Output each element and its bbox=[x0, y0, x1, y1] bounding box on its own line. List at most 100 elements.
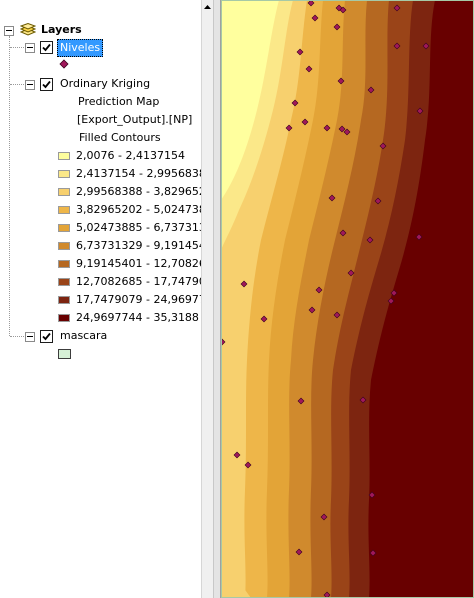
sample-point bbox=[320, 513, 328, 521]
sample-point bbox=[369, 549, 377, 557]
sample-point bbox=[301, 118, 309, 126]
sample-point bbox=[347, 269, 355, 277]
collapse-icon[interactable] bbox=[25, 43, 35, 53]
legend-swatch bbox=[58, 170, 70, 178]
sample-point bbox=[233, 451, 241, 459]
sample-points bbox=[221, 0, 430, 598]
point-symbol-icon bbox=[58, 58, 74, 70]
layers-root-label: Layers bbox=[41, 23, 82, 36]
legend-swatch bbox=[58, 278, 70, 286]
sample-point bbox=[416, 107, 424, 115]
sample-point bbox=[333, 23, 341, 31]
sample-point bbox=[387, 297, 395, 305]
legend-swatch bbox=[58, 314, 70, 322]
sample-point bbox=[368, 491, 376, 499]
layer-row-mascara[interactable]: mascara bbox=[0, 328, 200, 344]
sample-point bbox=[333, 311, 341, 319]
layer-row-ordinary-kriging[interactable]: Ordinary Kriging bbox=[0, 76, 200, 92]
legend-label: 5,02473885 - 6,73731329 bbox=[76, 221, 209, 234]
sample-point bbox=[307, 0, 315, 7]
kriging-contour-map[interactable] bbox=[221, 0, 474, 598]
layer-name-mascara[interactable]: mascara bbox=[60, 329, 108, 342]
legend-label: 2,0076 - 2,4137154 bbox=[76, 149, 185, 162]
sample-point bbox=[315, 286, 323, 294]
toc-root-row[interactable]: Layers bbox=[0, 22, 200, 38]
layer-row-niveles[interactable]: Niveles bbox=[0, 39, 200, 57]
kriging-sublabel-source: [Export_Output].[NP] bbox=[77, 113, 193, 126]
legend-entry: 6,73731329 - 9,19145401 bbox=[58, 238, 209, 254]
legend-entry: 5,02473885 - 6,73731329 bbox=[58, 220, 209, 236]
sample-point bbox=[291, 99, 299, 107]
tree-line bbox=[10, 336, 26, 337]
layers-icon bbox=[19, 22, 37, 42]
sample-point bbox=[297, 397, 305, 405]
collapse-icon[interactable] bbox=[25, 80, 35, 90]
legend-entry: 3,82965202 - 5,02473885 bbox=[58, 202, 209, 218]
sample-point bbox=[393, 4, 401, 12]
collapse-icon[interactable] bbox=[4, 26, 14, 36]
sample-point bbox=[339, 6, 347, 14]
tree-line bbox=[10, 47, 26, 48]
sample-point bbox=[240, 280, 248, 288]
mascara-symbol bbox=[58, 346, 74, 362]
sample-point bbox=[415, 233, 423, 241]
sample-point bbox=[328, 194, 336, 202]
sample-point bbox=[338, 125, 346, 133]
sample-point bbox=[359, 396, 367, 404]
layer-name-niveles[interactable]: Niveles bbox=[57, 39, 104, 57]
sample-point bbox=[285, 124, 293, 132]
tree-line bbox=[9, 36, 10, 336]
legend-label: 24,9697744 - 35,3188 bbox=[76, 311, 199, 324]
legend-swatch bbox=[58, 296, 70, 304]
legend-entry: 17,7479079 - 24,9697744 bbox=[58, 292, 209, 308]
legend-swatch bbox=[58, 242, 70, 250]
kriging-sublabel-renderer: Filled Contours bbox=[79, 131, 161, 144]
polygon-swatch bbox=[58, 349, 71, 359]
collapse-icon[interactable] bbox=[25, 332, 35, 342]
layer-visibility-checkbox[interactable] bbox=[40, 330, 53, 343]
legend-entry: 9,19145401 - 12,7082685 bbox=[58, 256, 209, 272]
legend-label: 12,7082685 - 17,7479079 bbox=[76, 275, 209, 288]
legend-label: 3,82965202 - 5,02473885 bbox=[76, 203, 209, 216]
scroll-up-arrow-icon[interactable] bbox=[202, 0, 213, 14]
sample-point bbox=[367, 86, 375, 94]
legend-swatch bbox=[58, 224, 70, 232]
sample-point bbox=[295, 548, 303, 556]
legend-swatch bbox=[58, 152, 70, 160]
legend-label: 17,7479079 - 24,9697744 bbox=[76, 293, 209, 306]
panel-splitter[interactable] bbox=[213, 0, 221, 598]
legend-label: 6,73731329 - 9,19145401 bbox=[76, 239, 209, 252]
contour-band bbox=[221, 560, 251, 598]
legend-label: 9,19145401 - 12,7082685 bbox=[76, 257, 209, 270]
sample-point bbox=[366, 236, 374, 244]
sample-point bbox=[422, 42, 430, 50]
sample-point bbox=[311, 14, 319, 22]
contour-band bbox=[221, 0, 279, 200]
legend-entry: 12,7082685 - 17,7479079 bbox=[58, 274, 209, 290]
sample-point bbox=[323, 124, 331, 132]
sample-point bbox=[337, 77, 345, 85]
legend-entry: 2,0076 - 2,4137154 bbox=[58, 148, 203, 164]
legend-label: 2,4137154 - 2,99568388 bbox=[76, 167, 209, 180]
sample-point bbox=[244, 461, 252, 469]
legend-swatch bbox=[58, 206, 70, 214]
toc-scrollbar[interactable] bbox=[201, 0, 213, 598]
sample-point bbox=[379, 142, 387, 150]
legend-label: 2,99568388 - 3,82965202 bbox=[76, 185, 209, 198]
legend-entry: 2,4137154 - 2,99568388 bbox=[58, 166, 209, 182]
map-view[interactable] bbox=[221, 0, 474, 598]
sample-point bbox=[296, 48, 304, 56]
tree-line bbox=[10, 84, 26, 85]
sample-point bbox=[308, 306, 316, 314]
kriging-sublabel-prediction-map: Prediction Map bbox=[78, 95, 160, 108]
layer-visibility-checkbox[interactable] bbox=[40, 78, 53, 91]
layer-name-ordinary-kriging[interactable]: Ordinary Kriging bbox=[60, 77, 151, 90]
sample-point bbox=[390, 289, 398, 297]
legend-entry: 24,9697744 - 35,3188 bbox=[58, 310, 203, 326]
sample-point bbox=[339, 229, 347, 237]
legend-entry: 2,99568388 - 3,82965202 bbox=[58, 184, 209, 200]
layer-visibility-checkbox[interactable] bbox=[40, 41, 53, 54]
sample-point bbox=[323, 591, 331, 598]
sample-point bbox=[260, 315, 268, 323]
sample-point bbox=[393, 42, 401, 50]
